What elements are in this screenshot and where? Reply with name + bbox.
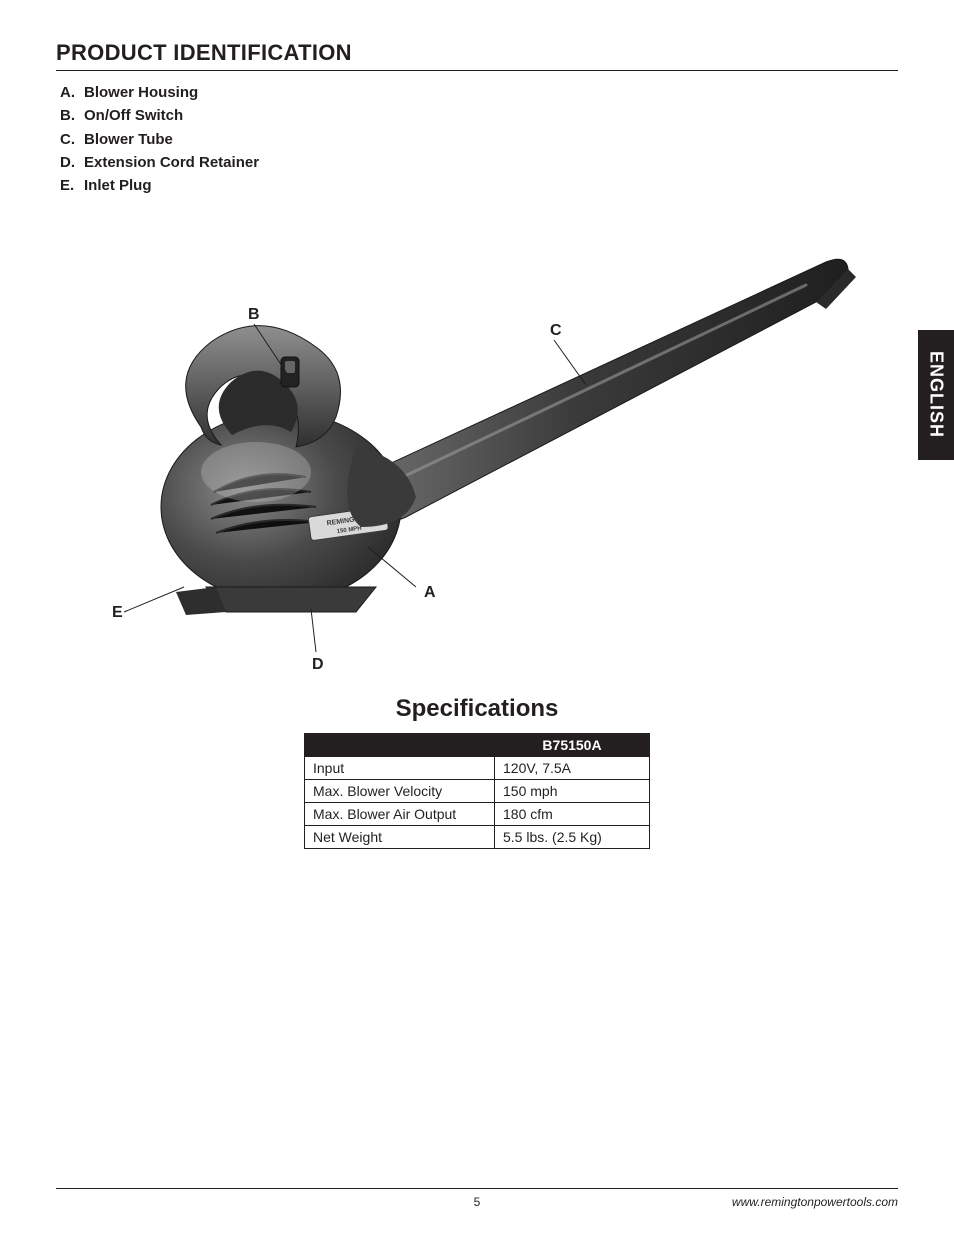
part-name: Inlet Plug bbox=[84, 177, 152, 194]
part-letter: A. bbox=[60, 81, 84, 104]
spec-value: 150 mph bbox=[495, 780, 650, 803]
parts-list: A.Blower Housing B.On/Off Switch C.Blowe… bbox=[60, 81, 898, 197]
diagram-label-b: B bbox=[248, 306, 260, 323]
part-letter: B. bbox=[60, 104, 84, 127]
list-item: C.Blower Tube bbox=[60, 128, 898, 151]
part-letter: C. bbox=[60, 128, 84, 151]
spec-model-header: B75150A bbox=[495, 734, 650, 757]
spec-label: Max. Blower Air Output bbox=[305, 803, 495, 826]
table-row: Input 120V, 7.5A bbox=[305, 757, 650, 780]
language-tab: ENGLISH bbox=[918, 330, 954, 460]
spec-value: 120V, 7.5A bbox=[495, 757, 650, 780]
table-row: Max. Blower Air Output 180 cfm bbox=[305, 803, 650, 826]
part-name: On/Off Switch bbox=[84, 107, 183, 124]
part-name: Blower Tube bbox=[84, 131, 173, 148]
section-title: PRODUCT IDENTIFICATION bbox=[56, 40, 898, 66]
spec-label: Net Weight bbox=[305, 826, 495, 849]
footer-rule bbox=[56, 1188, 898, 1189]
diagram-label-d: D bbox=[312, 656, 324, 673]
product-diagram: REMINGTON 150 MPH bbox=[56, 207, 898, 677]
table-row: B75150A bbox=[305, 734, 650, 757]
part-letter: E. bbox=[60, 174, 84, 197]
list-item: E.Inlet Plug bbox=[60, 174, 898, 197]
footer-url: www.remingtonpowertools.com bbox=[732, 1195, 898, 1209]
title-rule bbox=[56, 70, 898, 71]
table-row: Net Weight 5.5 lbs. (2.5 Kg) bbox=[305, 826, 650, 849]
table-row: Max. Blower Velocity 150 mph bbox=[305, 780, 650, 803]
list-item: D.Extension Cord Retainer bbox=[60, 151, 898, 174]
spec-blank-header bbox=[305, 734, 495, 757]
part-letter: D. bbox=[60, 151, 84, 174]
page-footer: 5 www.remingtonpowertools.com bbox=[56, 1188, 898, 1209]
spec-heading: Specifications bbox=[56, 695, 898, 723]
part-name: Extension Cord Retainer bbox=[84, 154, 259, 171]
diagram-label-c: C bbox=[550, 322, 562, 339]
spec-value: 5.5 lbs. (2.5 Kg) bbox=[495, 826, 650, 849]
diagram-label-e: E bbox=[112, 604, 123, 621]
part-name: Blower Housing bbox=[84, 84, 198, 101]
language-tab-label: ENGLISH bbox=[926, 351, 947, 438]
list-item: B.On/Off Switch bbox=[60, 104, 898, 127]
spec-label: Input bbox=[305, 757, 495, 780]
spec-value: 180 cfm bbox=[495, 803, 650, 826]
spec-label: Max. Blower Velocity bbox=[305, 780, 495, 803]
blower-illustration: REMINGTON 150 MPH bbox=[56, 207, 898, 677]
list-item: A.Blower Housing bbox=[60, 81, 898, 104]
diagram-label-a: A bbox=[424, 584, 436, 601]
spec-table: B75150A Input 120V, 7.5A Max. Blower Vel… bbox=[304, 733, 650, 849]
